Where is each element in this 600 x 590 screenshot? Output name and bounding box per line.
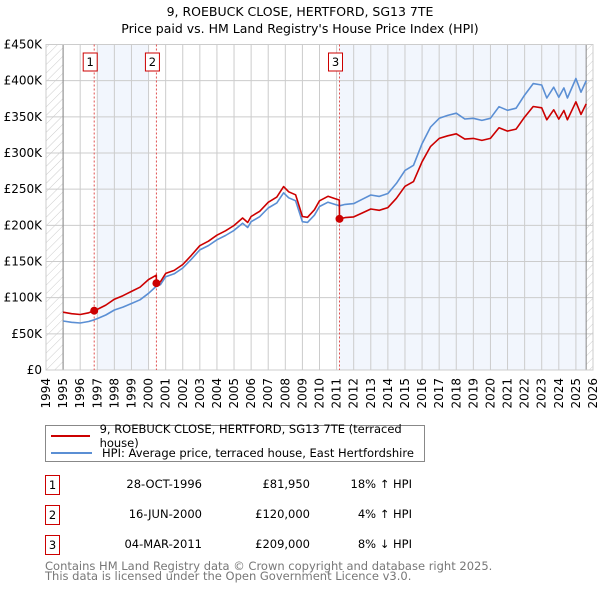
legend-red-line — [51, 434, 90, 437]
x-tick-label: 2017 — [432, 378, 446, 409]
y-tick-label: £350K — [4, 110, 44, 124]
x-tick-label: 2007 — [261, 378, 275, 409]
sale-price: £209,000 — [255, 537, 310, 551]
x-tick-label: 2006 — [244, 378, 258, 409]
price-chart: 1994 1995 1996 1997 1998 1999 2000 2001 2002 2003… — [4, 4, 600, 409]
hpi-comparison: 18% ↑ HPI — [350, 477, 412, 491]
y-tick-label: £0 — [27, 363, 42, 377]
x-tick-label: 1996 — [73, 378, 87, 409]
x-tick-label: 1994 — [39, 378, 53, 409]
chart-title: 9, ROEBUCK CLOSE, HERTFORD, SG13 7TE — [167, 4, 434, 19]
y-tick-label: £200K — [4, 218, 44, 232]
x-tick-label: 1995 — [56, 378, 70, 409]
x-tick-label: 2016 — [415, 378, 429, 409]
x-tick-label: 2015 — [398, 378, 412, 409]
x-tick-label: 2000 — [142, 378, 156, 409]
sale-date: 16-JUN-2000 — [128, 507, 202, 521]
x-tick-label: 1999 — [124, 378, 138, 409]
sale-number-badge: 2 — [45, 505, 60, 525]
property-series-line — [62, 101, 587, 316]
sale-label: 1 — [87, 55, 94, 69]
x-tick-label: 2025 — [569, 378, 583, 409]
footer-licence: This data is licensed under the Open Gov… — [45, 569, 412, 583]
no-data-hatch-right — [586, 44, 593, 370]
chart-subtitle: Price paid vs. HM Land Registry's House … — [121, 21, 478, 36]
x-tick-label: 2020 — [483, 378, 497, 409]
x-tick-label: 2008 — [278, 378, 292, 409]
x-tick-label: 2003 — [193, 378, 207, 409]
legend-label: HPI: Average price, terraced house, East… — [102, 445, 414, 460]
y-tick-label: £150K — [4, 255, 44, 269]
y-tick-label: £300K — [4, 146, 44, 160]
shaded-period — [97, 44, 149, 370]
x-tick-label: 2021 — [501, 378, 515, 409]
x-tick-label: 1997 — [90, 378, 104, 409]
x-tick-label: 2023 — [535, 378, 549, 409]
table-row: 3 04-MAR-2011 £209,000 8% ↓ HPI — [45, 535, 445, 555]
x-tick-label: 2022 — [518, 378, 532, 409]
sale-price: £81,950 — [262, 477, 310, 491]
sale-number-badge: 3 — [45, 535, 60, 555]
hpi-comparison: 4% ↑ HPI — [357, 507, 412, 521]
x-tick-label: 2002 — [176, 378, 190, 409]
legend-item-hpi: HPI: Average price, terraced house, East… — [46, 444, 414, 461]
x-tick-label: 2014 — [381, 378, 395, 409]
x-tick-label: 1998 — [107, 378, 121, 409]
plot-border — [45, 44, 594, 371]
sale-date: 04-MAR-2011 — [124, 537, 202, 551]
x-tick-label: 2009 — [295, 378, 309, 409]
x-tick-label: 2004 — [210, 378, 224, 409]
no-data-hatch-left — [46, 44, 64, 370]
hpi-series-line — [62, 77, 587, 324]
table-row: 2 16-JUN-2000 £120,000 4% ↑ HPI — [45, 505, 445, 525]
sale-label: 3 — [332, 55, 339, 69]
sale-number-badge: 1 — [45, 475, 60, 495]
x-tick-label: 2010 — [313, 378, 327, 409]
x-tick-label: 2018 — [449, 378, 463, 409]
sale-point — [90, 306, 99, 315]
legend-item-property: 9, ROEBUCK CLOSE, HERTFORD, SG13 7TE (te… — [46, 422, 424, 450]
legend-blue-line — [51, 451, 92, 454]
sale-label-box — [144, 52, 160, 72]
y-tick-label: £400K — [4, 74, 44, 88]
x-tick-label: 2011 — [330, 378, 344, 409]
shaded-period — [339, 44, 587, 370]
x-tick-label: 2005 — [227, 378, 241, 409]
hpi-comparison: 8% ↓ HPI — [357, 537, 412, 551]
table-row: 1 28-OCT-1996 £81,950 18% ↑ HPI — [45, 475, 445, 495]
sale-price: £120,000 — [255, 507, 310, 521]
legend: 9, ROEBUCK CLOSE, HERTFORD, SG13 7TE (te… — [45, 422, 425, 462]
x-tick-label: 2026 — [586, 378, 600, 409]
x-tick-label: 2024 — [552, 378, 566, 409]
x-tick-label: 2019 — [466, 378, 480, 409]
legend-label: 9, ROEBUCK CLOSE, HERTFORD, SG13 7TE (te… — [99, 421, 402, 450]
y-tick-label: £100K — [4, 291, 44, 305]
sale-label: 2 — [149, 55, 156, 69]
y-tick-label: £250K — [4, 182, 44, 196]
sale-date: 28-OCT-1996 — [126, 477, 202, 491]
sale-label-box — [82, 52, 98, 72]
sale-label-box — [327, 52, 343, 72]
x-tick-label: 2013 — [364, 378, 378, 409]
x-tick-label: 2012 — [347, 378, 361, 409]
y-tick-label: £450K — [4, 38, 44, 52]
y-tick-label: £50K — [11, 327, 43, 341]
x-tick-label: 2001 — [159, 378, 173, 409]
sale-point — [335, 214, 344, 223]
sale-point — [152, 279, 161, 288]
footer-copyright: Contains HM Land Registry data © Crown c… — [45, 559, 493, 573]
